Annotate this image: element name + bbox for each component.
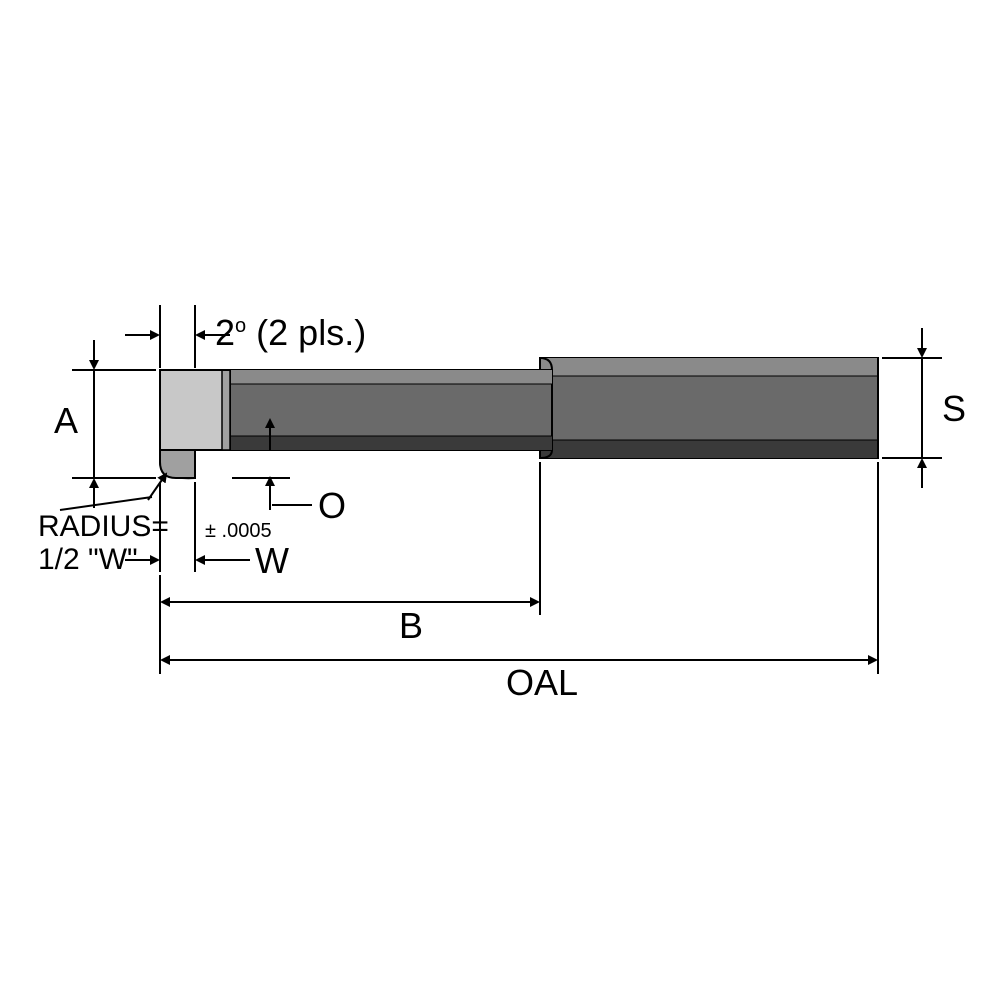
- technical-diagram: [0, 0, 1000, 1000]
- dim-b: [160, 462, 540, 674]
- dim-radius: [60, 474, 166, 510]
- tool-neck: [222, 358, 552, 458]
- label-b: B: [395, 605, 427, 647]
- tool-tip: [160, 370, 230, 478]
- label-radius: RADIUS= 1/2 "W": [38, 510, 169, 576]
- tool-shank: [540, 358, 878, 458]
- label-oal: OAL: [500, 662, 584, 704]
- label-s: S: [942, 388, 966, 430]
- label-w: W: [255, 540, 289, 582]
- label-angle: 2o (2 pls.): [215, 312, 366, 354]
- dim-a: [72, 340, 156, 508]
- label-a: A: [54, 400, 78, 442]
- dim-s: [882, 328, 942, 488]
- label-o: O: [318, 485, 346, 527]
